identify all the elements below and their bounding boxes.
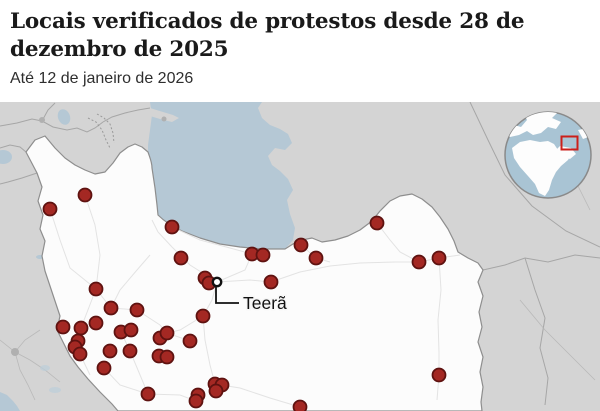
protest-dot (182, 333, 198, 349)
map: Teerã (0, 102, 600, 411)
protest-dot (103, 300, 119, 316)
protest-dot (122, 343, 138, 359)
protest-dot (88, 281, 104, 297)
absheron-peninsula (150, 108, 179, 122)
protest-dot (411, 254, 427, 270)
protest-dot (140, 386, 156, 402)
protest-dot (88, 315, 104, 331)
iran-shape (25, 135, 484, 411)
protest-dot (293, 237, 309, 253)
protest-dot (96, 360, 112, 376)
protest-dot (292, 399, 308, 411)
protest-dot (159, 349, 175, 365)
locator-globe (504, 111, 592, 199)
protest-dots-layer (42, 187, 447, 411)
title-line-2: dezembro de 2025 (10, 37, 229, 62)
title-line-1: Locais verificados de protestos desde 28… (10, 9, 525, 34)
neighbour-roads (0, 149, 596, 401)
protest-dot (173, 250, 189, 266)
map-svg: Teerã (0, 102, 600, 411)
neighbour-borders (0, 102, 600, 406)
protest-dot (77, 187, 93, 203)
city-smudge (161, 116, 167, 122)
protest-dot (102, 343, 118, 359)
tehran-leader-line (215, 287, 239, 304)
header: Locais verificados de protestos desde 28… (0, 0, 600, 102)
protest-dot (431, 250, 447, 266)
locator-highlight-rect (560, 135, 579, 151)
protest-dot (431, 367, 447, 383)
protest-dot (42, 201, 58, 217)
protest-dot (208, 383, 224, 399)
protest-dot (159, 325, 175, 341)
tehran-label: Teerã (243, 293, 287, 313)
protest-dot (72, 346, 88, 362)
protest-dot (123, 322, 139, 338)
subtitle: Até 12 de janeiro de 2026 (10, 70, 194, 87)
protest-dot (129, 302, 145, 318)
protest-dot (55, 319, 71, 335)
dotted-border (87, 113, 115, 149)
protest-dot (369, 215, 385, 231)
protest-dot (263, 274, 279, 290)
protest-dot (308, 250, 324, 266)
page-title: Locais verificados de protestos desde 28… (10, 8, 590, 64)
protest-dot (164, 219, 180, 235)
protest-dot (188, 393, 204, 409)
lake-van (0, 150, 12, 164)
persian-gulf (0, 392, 20, 411)
marsh (40, 365, 50, 371)
city-smudge (11, 348, 19, 356)
caspian-sea (148, 102, 295, 249)
protest-dot (255, 247, 271, 263)
capital-marker (211, 276, 223, 288)
protest-dot (195, 308, 211, 324)
city-smudge (39, 117, 45, 123)
lake-sevan (57, 109, 71, 125)
protest-dot (73, 320, 89, 336)
marsh (49, 387, 61, 393)
